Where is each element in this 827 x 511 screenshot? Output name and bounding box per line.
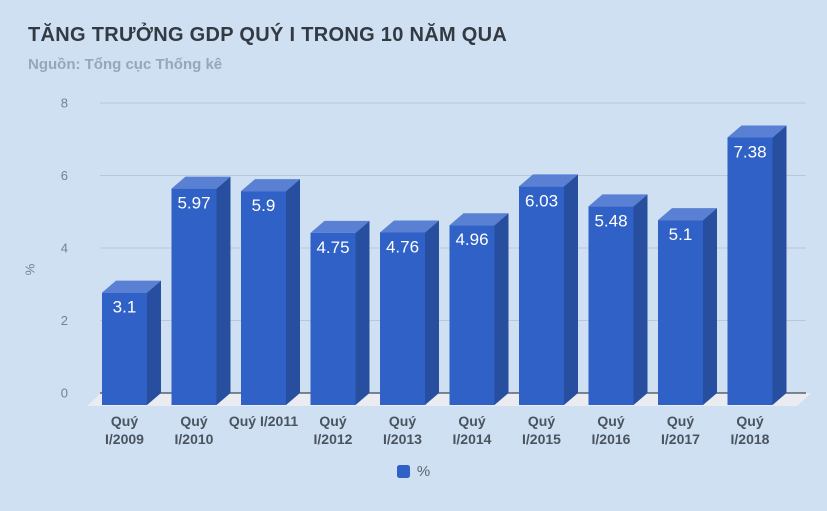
bar[interactable]: 5.1 (658, 208, 717, 405)
y-tick-label: 8 (61, 96, 68, 111)
bar-side-face[interactable] (147, 280, 161, 405)
bar-value-label: 3.1 (113, 298, 137, 317)
bar-value-label: 5.1 (669, 225, 693, 244)
bar-front-face[interactable] (241, 191, 286, 405)
bar-side-face[interactable] (772, 125, 787, 405)
legend-label: % (416, 463, 431, 480)
bar-value-label: 5.9 (252, 196, 276, 215)
bar-side-face[interactable] (703, 208, 717, 405)
x-axis-label: Quý I/2016 (591, 413, 631, 447)
bar-top-face[interactable] (102, 280, 161, 293)
chart-title: TĂNG TRƯỞNG GDP QUÝ I TRONG 10 NĂM QUA (28, 24, 508, 46)
bar-side-face[interactable] (216, 176, 231, 405)
bar-front-face[interactable] (102, 292, 147, 405)
x-axis-label: Quý I/2012 (313, 413, 353, 447)
bar-side-face[interactable] (494, 213, 509, 405)
bar-top-face[interactable] (588, 194, 648, 207)
bar-value-label: 4.76 (386, 237, 419, 256)
y-tick-label: 6 (61, 168, 68, 183)
bar-top-face[interactable] (380, 220, 439, 233)
bar-front-face[interactable] (310, 232, 356, 405)
bar-side-face[interactable] (564, 174, 578, 405)
bar-value-label: 4.96 (455, 230, 488, 249)
x-axis-label: Quý I/2014 (452, 413, 492, 447)
x-axis-label: Quý I/2010 (174, 413, 214, 447)
bar-front-face[interactable] (519, 186, 564, 405)
bar[interactable]: 4.75 (310, 220, 370, 405)
bar-top-face[interactable] (658, 208, 717, 221)
bar[interactable]: 5.9 (241, 179, 300, 405)
bar-top-face[interactable] (310, 220, 370, 233)
bar-side-face[interactable] (355, 220, 370, 405)
bar-top-face[interactable] (241, 179, 300, 192)
bar-value-label: 5.97 (177, 194, 210, 213)
y-tick-label: 2 (61, 313, 68, 328)
bar-value-label: 6.03 (525, 191, 558, 210)
bar[interactable]: 4.96 (449, 213, 509, 405)
x-axis-label: Quý I/2009 (105, 413, 144, 447)
chart-source: Nguồn: Tổng cục Thống kê (28, 56, 223, 73)
y-tick-label: 0 (61, 386, 68, 401)
bar-front-face[interactable] (449, 225, 495, 405)
x-axis-label: Quý I/2013 (383, 413, 422, 447)
bar[interactable]: 6.03 (519, 174, 578, 405)
bar-top-face[interactable] (449, 213, 509, 226)
legend-swatch (396, 465, 410, 478)
bar-front-face[interactable] (171, 188, 217, 405)
bar[interactable]: 5.97 (171, 176, 231, 405)
bar-front-face[interactable] (658, 220, 703, 405)
x-axis-label: Quý I/2011 (228, 413, 299, 429)
x-axis-label: Quý I/2015 (522, 413, 561, 447)
bar-front-face[interactable] (588, 206, 634, 405)
legend-item[interactable]: % (0, 463, 827, 480)
bar-value-label: 4.75 (316, 238, 349, 257)
bar-value-label: 5.48 (594, 211, 627, 230)
bar-side-face[interactable] (633, 194, 648, 405)
bar[interactable]: 5.48 (588, 194, 648, 405)
bar-top-face[interactable] (727, 125, 787, 138)
bar-front-face[interactable] (380, 232, 425, 405)
bar-side-face[interactable] (286, 179, 300, 405)
y-tick-label: 4 (61, 241, 68, 256)
bar-front-face[interactable] (727, 137, 773, 405)
x-axis-label: Quý I/2018 (730, 413, 770, 447)
bar-top-face[interactable] (519, 174, 578, 187)
bar[interactable]: 7.38 (727, 125, 787, 405)
bar[interactable]: 4.76 (380, 220, 439, 405)
bar[interactable]: 3.1 (102, 280, 161, 405)
bar-side-face[interactable] (425, 220, 439, 405)
bar-value-label: 7.38 (733, 142, 766, 161)
bar-top-face[interactable] (171, 176, 231, 189)
x-axis-label: Quý I/2017 (661, 413, 700, 447)
